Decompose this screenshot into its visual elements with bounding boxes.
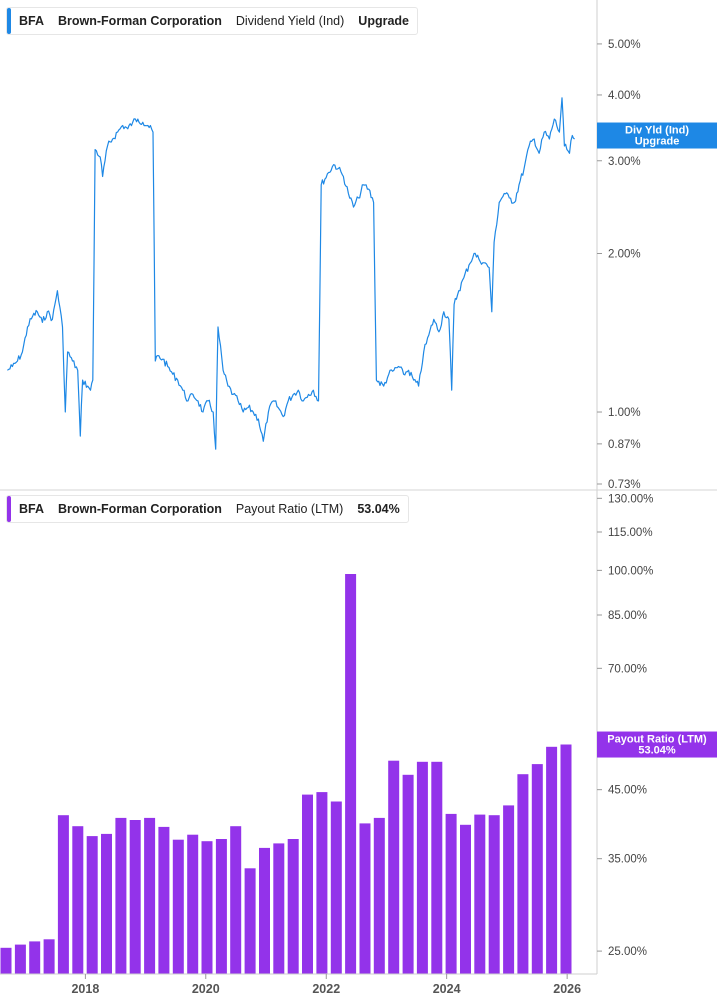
top-y-axis: 5.00% 4.00% 3.00% 2.00% 1.00% 0.87% 0.73%	[596, 0, 641, 491]
top-legend-swatch	[7, 8, 11, 34]
bottom-legend-swatch	[7, 496, 11, 522]
bottom-tick-label: 85.00%	[608, 610, 647, 622]
payout-bar[interactable]	[14, 944, 26, 974]
top-tick-label: 5.00%	[608, 39, 641, 51]
top-tick-label: 4.00%	[608, 90, 641, 102]
top-legend-company: Brown-Forman Corporation	[58, 14, 222, 28]
payout-bar[interactable]	[158, 826, 170, 974]
x-tick-label: 2026	[553, 982, 581, 996]
top-legend-ticker: BFA	[19, 14, 44, 28]
top-badge-text: Div Yld (Ind)	[625, 125, 689, 137]
x-tick-label: 2022	[312, 982, 340, 996]
x-tick-label: 2018	[71, 982, 99, 996]
payout-bar[interactable]	[560, 744, 572, 975]
payout-bar[interactable]	[416, 761, 428, 974]
payout-bar[interactable]	[287, 839, 299, 974]
payout-bar[interactable]	[115, 817, 127, 974]
top-legend[interactable]: BFA Brown-Forman Corporation Dividend Yi…	[6, 7, 418, 35]
bottom-y-axis: 130.00% 115.00% 100.00% 85.00% 70.00% 45.00% 3…	[0, 489, 717, 974]
bottom-legend[interactable]: BFA Brown-Forman Corporation Payout Rati…	[6, 495, 409, 523]
top-tick-label: 2.00%	[608, 248, 641, 260]
top-current-value-badge: Div Yld (Ind)Upgrade	[597, 122, 717, 149]
payout-bar[interactable]	[388, 760, 400, 974]
payout-bar[interactable]	[72, 826, 84, 974]
payout-ratio-series[interactable]	[0, 574, 572, 975]
payout-bar[interactable]	[144, 817, 156, 974]
bottom-badge-bg	[597, 731, 717, 758]
payout-bar[interactable]	[273, 843, 285, 974]
dividend-yield-line[interactable]	[7, 97, 575, 450]
payout-bar[interactable]	[201, 841, 213, 974]
dividend-yield-series[interactable]	[7, 97, 575, 450]
bottom-legend-company: Brown-Forman Corporation	[58, 502, 222, 516]
bottom-tick-label: 130.00%	[608, 493, 653, 505]
bottom-tick-label: 25.00%	[608, 946, 647, 958]
payout-bar[interactable]	[43, 939, 55, 974]
payout-bar[interactable]	[460, 824, 471, 974]
payout-bar[interactable]	[29, 941, 41, 974]
top-badge-bg	[597, 122, 717, 149]
payout-bar[interactable]	[187, 834, 199, 974]
top-tick-label: 0.87%	[608, 439, 641, 451]
payout-bar[interactable]	[402, 774, 414, 974]
bottom-tick-label: 100.00%	[608, 565, 653, 577]
payout-bar[interactable]	[373, 817, 385, 974]
bottom-legend-metric: Payout Ratio (LTM)	[235, 502, 344, 516]
bottom-current-value-badge: Payout Ratio (LTM)53.04%	[597, 731, 717, 758]
payout-bar[interactable]	[531, 764, 543, 974]
bottom-tick-label: 115.00%	[608, 527, 653, 539]
x-tick-label: 2020	[192, 982, 220, 996]
payout-bar[interactable]	[546, 746, 558, 974]
payout-bar[interactable]	[488, 815, 500, 974]
bottom-legend-ticker: BFA	[19, 502, 44, 516]
payout-bar[interactable]	[0, 947, 12, 974]
bottom-badge-text: 53.04%	[638, 745, 676, 757]
top-tick-label: 1.00%	[608, 407, 641, 419]
payout-bar[interactable]	[445, 813, 457, 974]
payout-bar[interactable]	[215, 839, 227, 974]
payout-bar[interactable]	[359, 823, 371, 974]
top-legend-value: Upgrade	[358, 14, 409, 28]
bottom-tick-label: 70.00%	[608, 663, 647, 675]
payout-bar[interactable]	[345, 574, 357, 974]
top-tick-label: 3.00%	[608, 156, 641, 168]
bottom-badge-text: Payout Ratio (LTM)	[607, 734, 707, 746]
bottom-legend-value: 53.04%	[357, 502, 400, 516]
payout-bar[interactable]	[431, 761, 443, 974]
payout-bar[interactable]	[86, 836, 98, 974]
payout-bar[interactable]	[259, 847, 270, 974]
payout-bar[interactable]	[230, 826, 242, 974]
bottom-tick-label: 45.00%	[608, 785, 647, 797]
payout-bar[interactable]	[57, 815, 69, 974]
payout-bar[interactable]	[101, 833, 112, 974]
payout-bar[interactable]	[517, 774, 529, 974]
top-legend-metric: Dividend Yield (Ind)	[235, 14, 345, 28]
bottom-tick-label: 35.00%	[608, 854, 647, 866]
payout-bar[interactable]	[244, 868, 256, 974]
top-tick-label: 0.73%	[608, 479, 641, 491]
payout-bar[interactable]	[129, 820, 141, 974]
payout-bar[interactable]	[474, 814, 486, 974]
x-tick-label: 2024	[433, 982, 461, 996]
payout-bar[interactable]	[503, 805, 515, 974]
payout-bar[interactable]	[172, 839, 184, 974]
x-axis: 2018 2020 2022 2024 2026	[0, 973, 597, 996]
top-badge-text: Upgrade	[635, 136, 680, 148]
payout-bar[interactable]	[330, 801, 342, 975]
payout-bar[interactable]	[302, 794, 313, 974]
payout-bar[interactable]	[316, 792, 328, 974]
